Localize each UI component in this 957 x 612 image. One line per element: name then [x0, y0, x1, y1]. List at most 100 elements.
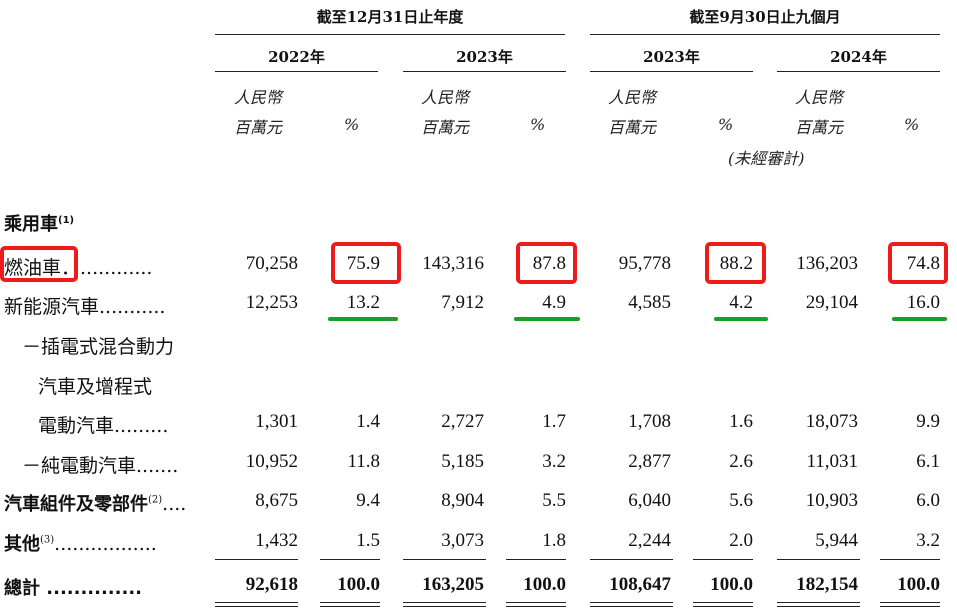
row-label-components-text: 汽車組件及零部件: [4, 494, 148, 515]
year-header-4: 2024年: [830, 48, 887, 66]
cell-nev-2: 13.2: [346, 292, 380, 313]
unit-percent-4: %: [904, 115, 920, 134]
green-underline-nev-9m2023: [714, 317, 768, 321]
year-header-3: 2023年: [643, 48, 700, 66]
highlight-box-fuel-label: [0, 246, 78, 282]
total-double-line-7a: [777, 602, 860, 603]
cell-others-2: 1.5: [356, 530, 380, 551]
cell-nev-4: 4.9: [542, 292, 566, 313]
unit-million-3: 百萬元: [608, 118, 657, 137]
cell-phev-2: 1.4: [356, 411, 380, 432]
row-label-others: 其他(3).................: [4, 530, 157, 556]
divider-nine-months: [590, 34, 940, 35]
cell-total-7: 182,154: [796, 574, 858, 595]
highlight-box-fuel-2023: [516, 242, 577, 284]
cell-total-8: 100.0: [897, 574, 940, 595]
cell-others-3: 3,073: [441, 530, 484, 551]
unit-million-1: 百萬元: [234, 118, 283, 137]
row-label-phev-line2: 汽車及增程式: [38, 376, 153, 398]
subtotal-line-3: [403, 559, 486, 560]
unit-million-2: 百萬元: [421, 118, 470, 137]
cell-bev-4: 3.2: [542, 451, 566, 472]
unit-percent-3: %: [718, 115, 734, 134]
row-label-phev-line1: －插電式混合動力: [22, 336, 175, 358]
highlight-box-fuel-2022: [331, 242, 401, 284]
cell-others-8: 3.2: [916, 530, 940, 551]
total-double-line-2b: [320, 606, 380, 607]
cell-total-4: 100.0: [523, 574, 566, 595]
row-label-phev-line3: 電動汽車.........: [38, 415, 169, 437]
cell-bev-1: 10,952: [245, 451, 298, 472]
cell-nev-3: 7,912: [441, 292, 484, 313]
subtotal-line-4: [506, 559, 566, 560]
cell-total-3: 163,205: [422, 574, 484, 595]
year-header-2: 2023年: [456, 48, 513, 66]
cell-nev-1: 12,253: [245, 292, 298, 313]
subtotal-line-2: [320, 559, 380, 560]
cell-others-5: 2,244: [628, 530, 671, 551]
cell-phev-6: 1.6: [729, 411, 753, 432]
total-double-line-1a: [215, 602, 298, 603]
cell-fuel-7: 136,203: [796, 253, 858, 274]
highlight-box-fuel-9m2024: [888, 242, 948, 284]
row-label-components-note: (2): [148, 494, 163, 506]
cell-components-2: 9.4: [356, 490, 380, 511]
cell-fuel-1: 70,258: [245, 253, 298, 274]
row-label-components-dots: ....: [162, 493, 187, 515]
row-label-nev: 新能源汽車...........: [4, 296, 166, 318]
total-double-line-8a: [880, 602, 940, 603]
section-title-text: 乘用車: [4, 214, 58, 235]
cell-bev-6: 2.6: [729, 451, 753, 472]
green-underline-nev-2022: [328, 317, 398, 321]
cell-nev-5: 4,585: [628, 292, 671, 313]
unit-currency-4: 人民幣: [795, 88, 844, 107]
cell-fuel-5: 95,778: [618, 253, 671, 274]
cell-fuel-8: 74.8: [906, 253, 940, 274]
cell-fuel-2: 75.9: [346, 253, 380, 274]
green-underline-nev-2023: [514, 317, 580, 321]
cell-others-4: 1.8: [542, 530, 566, 551]
total-double-line-2a: [320, 602, 380, 603]
unit-percent-1: %: [344, 115, 360, 134]
cell-components-4: 5.5: [542, 490, 566, 511]
total-double-line-7b: [777, 606, 860, 607]
cell-components-1: 8,675: [255, 490, 298, 511]
cell-fuel-4: 87.8: [532, 253, 566, 274]
cell-phev-7: 18,073: [805, 411, 858, 432]
cell-phev-8: 9.9: [916, 411, 940, 432]
cell-others-1: 1,432: [255, 530, 298, 551]
cell-total-5: 108,647: [609, 574, 671, 595]
row-label-others-dots: .................: [54, 533, 157, 555]
subtotal-line-6: [693, 559, 753, 560]
cell-total-2: 100.0: [337, 574, 380, 595]
row-label-total: 總計 ..............: [4, 578, 142, 599]
unit-currency-3: 人民幣: [608, 88, 657, 107]
total-double-line-8b: [880, 606, 940, 607]
cell-bev-3: 5,185: [441, 451, 484, 472]
cell-components-3: 8,904: [441, 490, 484, 511]
total-double-line-5a: [590, 602, 673, 603]
cell-phev-3: 2,727: [441, 411, 484, 432]
total-double-line-3a: [403, 602, 486, 603]
year-header-1: 2022年: [268, 48, 325, 66]
header-nine-months: 截至9月30日止九個月: [689, 8, 841, 26]
total-double-line-1b: [215, 606, 298, 607]
cell-total-1: 92,618: [245, 574, 298, 595]
subtotal-line-1: [215, 559, 298, 560]
unit-currency-2: 人民幣: [421, 88, 470, 107]
cell-phev-4: 1.7: [542, 411, 566, 432]
unaudited-note: (未經審計): [728, 149, 805, 168]
cell-bev-5: 2,877: [628, 451, 671, 472]
cell-others-6: 2.0: [729, 530, 753, 551]
row-label-bev: －純電動汽車.......: [22, 455, 179, 477]
unit-currency-1: 人民幣: [234, 88, 283, 107]
cell-nev-6: 4.2: [729, 292, 753, 313]
divider-year-end: [215, 34, 565, 35]
year-underline-2: [403, 71, 566, 72]
unit-million-4: 百萬元: [795, 118, 844, 137]
cell-bev-8: 6.1: [916, 451, 940, 472]
year-underline-3: [590, 71, 753, 72]
row-label-others-text: 其他: [4, 534, 40, 555]
green-underline-nev-9m2024: [892, 317, 947, 321]
subtotal-line-7: [777, 559, 860, 560]
